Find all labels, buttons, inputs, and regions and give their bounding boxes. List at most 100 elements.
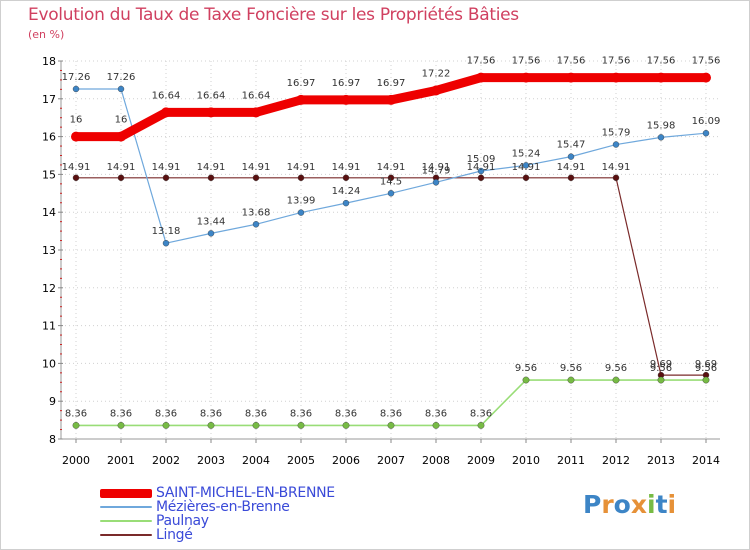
legend-item: Mézières-en-Brenne: [100, 500, 335, 514]
data-point-paulnay: [702, 376, 710, 384]
data-label-ling: 14.91: [62, 162, 91, 173]
data-label-m-zi-res-en-brenne: 14.24: [332, 186, 361, 197]
data-point-ling: [612, 174, 620, 182]
x-tick-label: 2005: [287, 454, 315, 467]
data-label-paulnay: 8.36: [335, 408, 357, 419]
series-lines: [71, 72, 711, 429]
logo-letter: o: [613, 490, 631, 519]
data-point-paulnay: [567, 376, 575, 384]
data-point-saint-michel-en-brenne: [656, 72, 666, 83]
data-point-paulnay: [252, 421, 260, 429]
data-label-saint-michel-en-brenne: 16.64: [152, 90, 181, 101]
x-tick-label: 2003: [197, 454, 225, 467]
data-point-ling: [252, 174, 260, 182]
legend: SAINT-MICHEL-EN-BRENNE Mézières-en-Brenne…: [100, 486, 335, 542]
data-label-paulnay: 8.36: [470, 408, 492, 419]
chart-title: Evolution du Taux de Taxe Foncière sur l…: [28, 5, 519, 25]
data-point-saint-michel-en-brenne: [296, 94, 306, 105]
data-point-m-zi-res-en-brenne: [612, 141, 620, 148]
x-tick-label: 2006: [332, 454, 360, 467]
logo-letter: x: [630, 490, 647, 519]
data-point-m-zi-res-en-brenne: [162, 239, 170, 247]
data-point-saint-michel-en-brenne: [521, 72, 531, 83]
data-label-m-zi-res-en-brenne: 13.99: [287, 196, 316, 207]
data-point-saint-michel-en-brenne: [71, 131, 81, 142]
data-point-m-zi-res-en-brenne: [387, 190, 395, 197]
legend-item: Paulnay: [100, 514, 335, 528]
data-label-paulnay: 8.36: [155, 408, 177, 419]
data-point-ling: [342, 174, 350, 182]
data-label-paulnay: 8.36: [425, 408, 447, 419]
y-tick-label: 16: [42, 131, 56, 144]
data-label-m-zi-res-en-brenne: 13.18: [152, 226, 181, 237]
y-tick-label: 13: [42, 244, 56, 257]
data-label-ling: 14.91: [557, 162, 586, 173]
logo-letter: i: [647, 490, 656, 519]
data-point-saint-michel-en-brenne: [476, 72, 486, 83]
data-label-paulnay: 9.56: [605, 363, 627, 374]
data-point-m-zi-res-en-brenne: [702, 129, 710, 137]
data-point-paulnay: [117, 421, 125, 429]
legend-item: SAINT-MICHEL-EN-BRENNE: [100, 486, 335, 500]
data-point-m-zi-res-en-brenne: [72, 85, 80, 93]
data-point-saint-michel-en-brenne: [251, 107, 261, 118]
data-label-paulnay: 9.56: [515, 363, 537, 374]
data-point-saint-michel-en-brenne: [701, 72, 711, 83]
data-point-ling: [387, 174, 395, 182]
data-label-paulnay: 9.56: [650, 363, 672, 374]
data-label-saint-michel-en-brenne: 16: [115, 115, 128, 126]
data-label-ling: 14.91: [242, 162, 271, 173]
data-label-saint-michel-en-brenne: 17.22: [422, 68, 451, 79]
x-tick-label: 2004: [242, 454, 270, 467]
data-label-m-zi-res-en-brenne: 15.09: [467, 154, 496, 165]
data-label-saint-michel-en-brenne: 16.97: [377, 78, 406, 89]
data-label-paulnay: 8.36: [245, 408, 267, 419]
data-label-ling: 14.91: [602, 162, 631, 173]
logo-letter: P: [583, 490, 602, 519]
data-label-ling: 9.69: [695, 359, 717, 370]
data-label-ling: 9.69: [650, 359, 672, 370]
data-point-m-zi-res-en-brenne: [567, 153, 575, 160]
legend-swatch: [100, 488, 152, 498]
data-label-paulnay: 8.36: [290, 408, 312, 419]
data-point-paulnay: [522, 376, 530, 384]
data-label-ling: 14.91: [422, 162, 451, 173]
legend-label: Mézières-en-Brenne: [156, 499, 290, 515]
data-labels: 16 16 16.64 16.64 16.64 16.97 16.97 16.97 17.22 1…: [62, 56, 721, 420]
data-label-paulnay: 8.36: [65, 408, 87, 419]
data-label-m-zi-res-en-brenne: 15.24: [512, 148, 541, 159]
data-point-paulnay: [162, 421, 170, 429]
data-label-ling: 14.91: [152, 162, 181, 173]
data-point-m-zi-res-en-brenne: [117, 85, 125, 93]
data-label-saint-michel-en-brenne: 16: [70, 115, 83, 126]
data-label-saint-michel-en-brenne: 17.56: [647, 56, 676, 67]
data-label-ling: 14.91: [512, 162, 541, 173]
y-tick-label: 17: [42, 93, 56, 106]
legend-label: Paulnay: [156, 513, 209, 529]
data-label-m-zi-res-en-brenne: 17.26: [107, 72, 136, 83]
data-point-ling: [297, 174, 305, 182]
x-tick-label: 2002: [152, 454, 180, 467]
data-point-saint-michel-en-brenne: [341, 94, 351, 105]
x-tick-label: 2014: [692, 454, 720, 467]
x-tick-label: 2000: [62, 454, 90, 467]
data-label-saint-michel-en-brenne: 16.97: [287, 78, 316, 89]
proxiti-logo: Proxiti: [583, 490, 676, 519]
data-point-paulnay: [207, 421, 215, 429]
data-label-m-zi-res-en-brenne: 17.26: [62, 72, 91, 83]
data-point-ling: [567, 174, 575, 182]
data-label-saint-michel-en-brenne: 16.97: [332, 78, 361, 89]
data-point-m-zi-res-en-brenne: [522, 162, 530, 169]
data-point-paulnay: [72, 421, 80, 429]
legend-label: SAINT-MICHEL-EN-BRENNE: [156, 485, 335, 501]
data-point-m-zi-res-en-brenne: [297, 209, 305, 216]
data-point-m-zi-res-en-brenne: [342, 199, 350, 207]
data-point-ling: [522, 174, 530, 182]
data-point-m-zi-res-en-brenne: [207, 230, 215, 237]
x-tick-label: 2013: [647, 454, 675, 467]
data-point-ling: [117, 174, 125, 182]
logo-letter: r: [601, 490, 614, 519]
data-label-ling: 14.91: [107, 162, 136, 173]
data-label-m-zi-res-en-brenne: 15.79: [602, 128, 631, 139]
